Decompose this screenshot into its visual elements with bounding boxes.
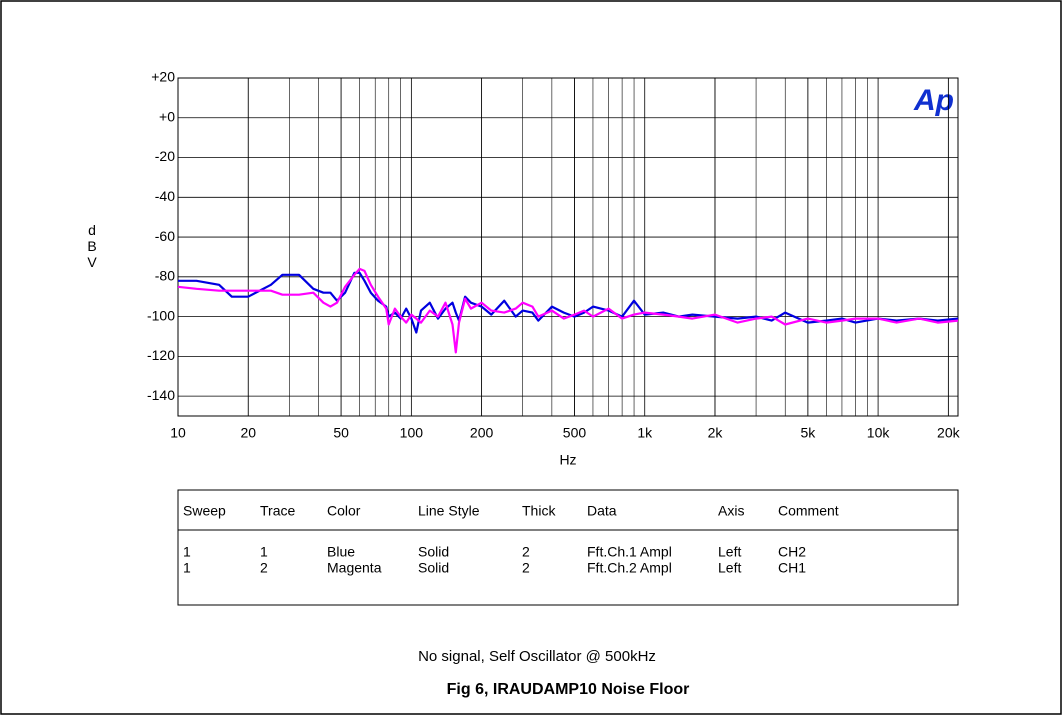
caption-subtitle: No signal, Self Oscillator @ 500kHz [418, 648, 656, 665]
logo: Ap [913, 84, 954, 117]
y-tick-label: -40 [155, 188, 175, 204]
series-line [178, 271, 959, 334]
table-cell: Fft.Ch.2 Ampl [587, 560, 672, 576]
caption-title: Fig 6, IRAUDAMP10 Noise Floor [447, 681, 690, 698]
table-header: Line Style [418, 503, 480, 519]
x-tick-label: 10 [170, 425, 186, 441]
table-cell: Magenta [327, 560, 382, 576]
table-cell: Blue [327, 544, 355, 560]
y-tick-label: -140 [147, 387, 175, 403]
y-tick-label: +20 [151, 69, 175, 85]
y-tick-label: -120 [147, 347, 175, 363]
table-cell: Left [718, 560, 741, 576]
y-axis-label: dBV [87, 222, 97, 270]
table-header: Axis [718, 503, 744, 519]
plot-border [177, 77, 959, 417]
table-cell: 2 [260, 560, 268, 576]
y-tick-label: -20 [155, 148, 175, 164]
x-tick-label: 5k [800, 425, 816, 441]
table-cell: Solid [418, 544, 449, 560]
y-tick-label: -60 [155, 228, 175, 244]
table-cell: CH1 [778, 560, 806, 576]
table-cell: 2 [522, 560, 530, 576]
legend-table [177, 489, 959, 606]
x-tick-label: 20k [937, 425, 961, 441]
y-tick-label: -80 [155, 268, 175, 284]
x-tick-label: 20 [240, 425, 256, 441]
table-cell: Left [718, 544, 741, 560]
table-header: Thick [522, 503, 556, 519]
x-axis-label: Hz [559, 452, 576, 468]
y-tick-label: +0 [159, 108, 175, 124]
x-tick-label: 500 [563, 425, 587, 441]
table-cell: 1 [260, 544, 268, 560]
table-header: Color [327, 503, 361, 519]
table-cell: CH2 [778, 544, 806, 560]
table-header: Comment [778, 503, 839, 519]
x-tick-label: 100 [400, 425, 424, 441]
table-cell: 2 [522, 544, 530, 560]
table-header: Sweep [183, 503, 226, 519]
y-tick-label: -100 [147, 307, 175, 323]
table-cell: 1 [183, 560, 191, 576]
x-tick-label: 200 [470, 425, 494, 441]
series-line [177, 267, 959, 354]
x-tick-label: 10k [867, 425, 891, 441]
table-cell: 1 [183, 544, 191, 560]
x-tick-label: 1k [637, 425, 653, 441]
table-header: Data [587, 503, 617, 519]
x-tick-label: 2k [708, 425, 724, 441]
table-header: Trace [260, 503, 295, 519]
x-tick-label: 50 [333, 425, 349, 441]
table-cell: Solid [418, 560, 449, 576]
table-cell: Fft.Ch.1 Ampl [587, 544, 672, 560]
